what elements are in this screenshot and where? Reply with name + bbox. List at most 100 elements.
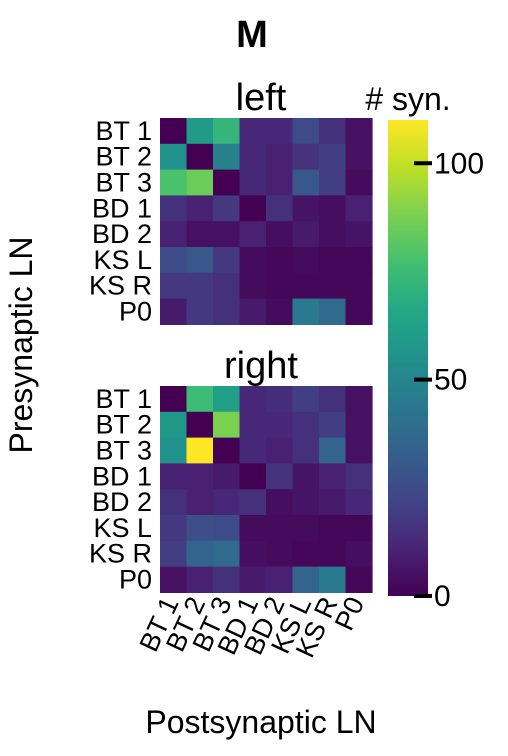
heatmap-cell-left-r4-c3 [239, 221, 267, 248]
heatmap-cell-left-r7-c2 [213, 298, 241, 325]
heatmap-cell-left-r1-c2 [213, 143, 241, 171]
heatmap-cell-right-r7-c1 [186, 566, 214, 593]
heatmap-cell-left-r3-c0 [160, 195, 188, 222]
heatmap-cell-right-r6-c2 [213, 540, 241, 568]
colorbar-tick-label-100: 100 [434, 147, 484, 180]
heatmap-cell-right-r3-c0 [160, 463, 188, 490]
heatmap-cell-right-r6-c7 [345, 540, 373, 568]
heatmap-cell-right-r6-c0 [160, 540, 188, 568]
heatmap-cell-left-r6-c0 [160, 272, 188, 300]
heatmap-cell-left-r7-c3 [239, 298, 267, 325]
heatmap-cell-right-r7-c4 [266, 566, 294, 593]
heatmap-cell-right-r3-c3 [239, 463, 267, 490]
heatmap-cell-right-r1-c1 [186, 411, 214, 439]
heatmap-cell-right-r3-c1 [186, 463, 214, 490]
heatmap-cell-left-r7-c4 [266, 298, 294, 325]
heatmap-cell-left-r0-c4 [266, 118, 294, 145]
heatmap-cell-left-r2-c7 [345, 169, 373, 196]
heatmap-cell-right-r0-c1 [186, 386, 214, 413]
row-tick-label-left-bd-2: BD 2 [92, 219, 152, 249]
heatmap-cell-right-r5-c0 [160, 515, 188, 542]
heatmap-cell-left-r5-c4 [266, 247, 294, 274]
heatmap-cell-right-r6-c1 [186, 540, 214, 568]
heatmap-cell-left-r4-c1 [186, 221, 214, 248]
heatmap-cell-left-r7-c1 [186, 298, 214, 325]
heatmap-cell-right-r7-c6 [319, 566, 347, 593]
heatmap-cell-left-r6-c6 [319, 272, 347, 300]
heatmap-cell-left-r3-c2 [213, 195, 241, 222]
row-tick-label-right-bt-2: BT 2 [95, 410, 152, 440]
colorbar-tick-label-0: 0 [434, 580, 451, 613]
heatmap-cell-left-r4-c0 [160, 221, 188, 248]
heatmap-cell-left-r5-c7 [345, 247, 373, 274]
heatmap-cell-right-r6-c3 [239, 540, 267, 568]
heatmap-cell-right-r3-c7 [345, 463, 373, 490]
heatmap-cell-left-r1-c5 [292, 143, 320, 171]
column-tick-labels: BT 1BT 2BT 3BD 1BD 2KS LKS RP0 [134, 592, 371, 662]
heatmap-cell-left-r5-c5 [292, 247, 320, 274]
heatmap-cell-left-r4-c5 [292, 221, 320, 248]
heatmap-cell-left-r1-c0 [160, 143, 188, 171]
heatmap-cell-right-r0-c0 [160, 386, 188, 413]
heatmap-cell-left-r3-c4 [266, 195, 294, 222]
heatmap-cell-right-r6-c5 [292, 540, 320, 568]
heatmap-cell-right-r6-c6 [319, 540, 347, 568]
heatmap-cell-left-r0-c1 [186, 118, 214, 145]
heatmap-cell-right-r0-c2 [213, 386, 241, 413]
row-tick-label-left-ks-l: KS L [93, 245, 152, 275]
row-tick-label-right-ks-r: KS R [89, 539, 152, 569]
heatmap-cell-left-r6-c5 [292, 272, 320, 300]
heatmap-cell-right-r2-c4 [266, 437, 294, 464]
heatmap-cell-left-r0-c3 [239, 118, 267, 145]
colorbar-tick-label-50: 50 [434, 364, 467, 397]
heatmap-left: left BT 1BT 2BT 3BD 1BD 2KS LKS RP0 [89, 77, 373, 327]
heatmap-cell-right-r1-c7 [345, 411, 373, 439]
heatmap-cell-right-r4-c5 [292, 489, 320, 516]
heatmap-cell-right-r5-c1 [186, 515, 214, 542]
heatmap-cell-right-r3-c4 [266, 463, 294, 490]
heatmap-cell-left-r2-c6 [319, 169, 347, 196]
row-tick-label-right-bt-3: BT 3 [95, 436, 152, 466]
heatmap-cell-left-r6-c2 [213, 272, 241, 300]
heatmap-cell-right-r5-c3 [239, 515, 267, 542]
heatmap-cell-left-r4-c7 [345, 221, 373, 248]
colorbar: # syn. 0 50 100 [365, 81, 484, 613]
column-tick-label-p0: P0 [329, 592, 370, 635]
colorbar-title: # syn. [365, 81, 450, 117]
heatmap-cell-right-r0-c7 [345, 386, 373, 413]
heatmap-cell-right-r4-c4 [266, 489, 294, 516]
heatmap-cell-right-r1-c3 [239, 411, 267, 439]
heatmap-cell-right-r2-c5 [292, 437, 320, 464]
heatmap-cell-right-r2-c2 [213, 437, 241, 464]
heatmap-cell-left-r3-c3 [239, 195, 267, 222]
heatmap-cell-left-r0-c6 [319, 118, 347, 145]
row-tick-label-right-bd-2: BD 2 [92, 487, 152, 517]
heatmap-cell-right-r3-c2 [213, 463, 241, 490]
heatmap-cell-left-r4-c2 [213, 221, 241, 248]
heatmap-right: right BT 1BT 2BT 3BD 1BD 2KS LKS RP0 [89, 345, 373, 595]
heatmap-cell-right-r6-c4 [266, 540, 294, 568]
heatmap-cell-left-r4-c6 [319, 221, 347, 248]
heatmap-cell-left-r1-c4 [266, 143, 294, 171]
heatmap-cell-left-r5-c6 [319, 247, 347, 274]
row-tick-label-right-ks-l: KS L [93, 513, 152, 543]
row-tick-label-left-ks-r: KS R [89, 271, 152, 301]
row-tick-label-left-bd-1: BD 1 [92, 193, 152, 223]
heatmap-cell-right-r7-c2 [213, 566, 241, 593]
heatmap-cell-right-r5-c4 [266, 515, 294, 542]
heatmap-title-left: left [236, 77, 287, 119]
row-tick-label-right-bt-1: BT 1 [95, 384, 152, 414]
heatmap-cell-right-r1-c6 [319, 411, 347, 439]
heatmap-cell-left-r6-c1 [186, 272, 214, 300]
heatmap-cell-right-r2-c6 [319, 437, 347, 464]
heatmap-cell-left-r5-c0 [160, 247, 188, 274]
colorbar-gradient [388, 120, 428, 596]
heatmap-cell-left-r7-c7 [345, 298, 373, 325]
heatmap-cell-left-r7-c5 [292, 298, 320, 325]
row-tick-label-left-bt-3: BT 3 [95, 168, 152, 198]
heatmap-cell-right-r2-c0 [160, 437, 188, 464]
heatmap-cell-left-r2-c5 [292, 169, 320, 196]
heatmap-cell-left-r2-c1 [186, 169, 214, 196]
heatmap-cell-left-r3-c6 [319, 195, 347, 222]
heatmap-cell-left-r5-c3 [239, 247, 267, 274]
